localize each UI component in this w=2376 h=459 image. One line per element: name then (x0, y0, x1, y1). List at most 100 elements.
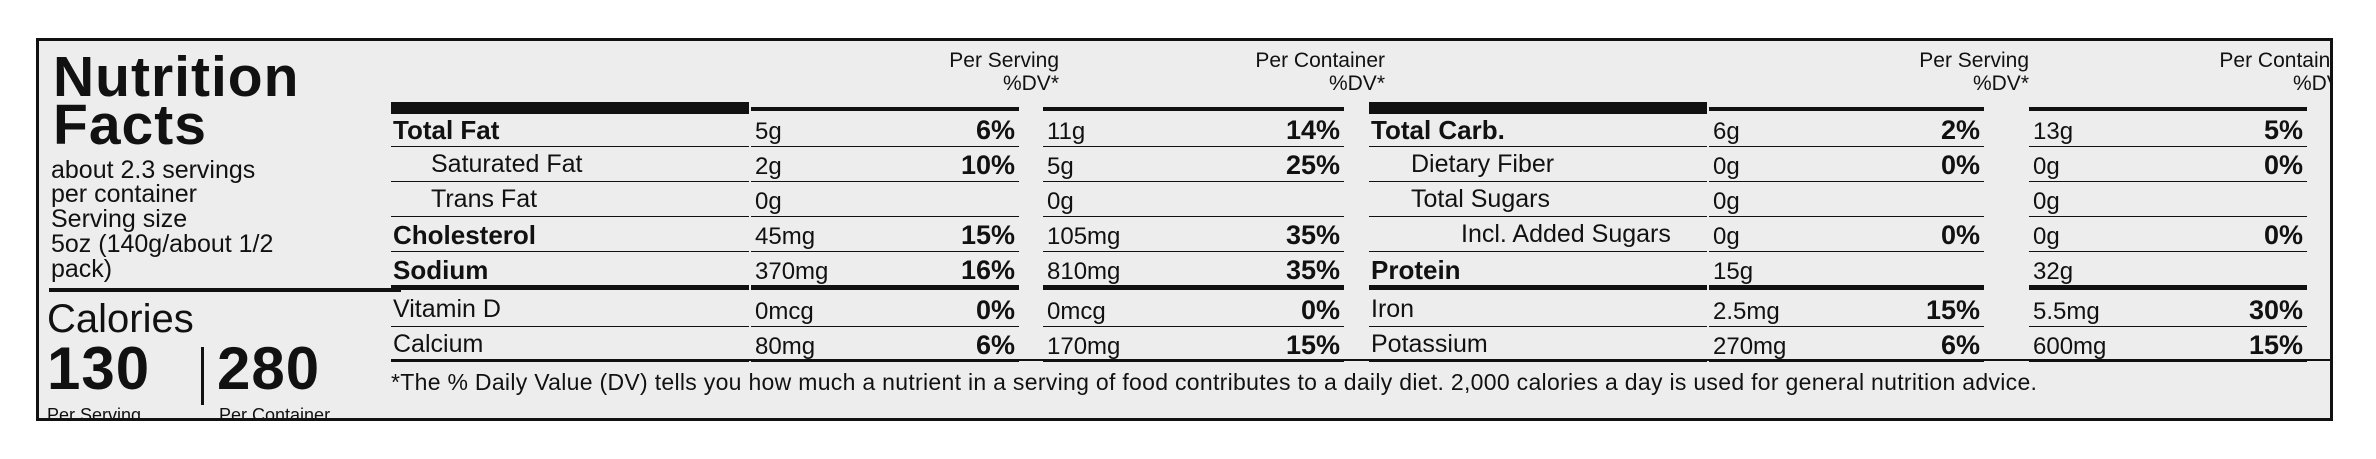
right-col1-top-rule (2029, 107, 2307, 111)
right-per-serving-dv: 15% (1925, 295, 1980, 325)
left-per-container-amount: 0g (1047, 188, 1074, 215)
right-per-container-amount: 32g (2033, 258, 2074, 285)
right-nutrient-name: Dietary Fiber (1411, 150, 1555, 178)
serving-size-value-line1: 5oz (140g/about 1/2 (51, 230, 274, 258)
right-row-rule (2029, 285, 2307, 290)
right-per-serving-amount: 0g (1713, 153, 1740, 180)
left-per-container-amount: 810mg (1047, 258, 1121, 285)
left-row-rule (751, 361, 1019, 362)
right-per-serving-dv: 6% (1940, 330, 1980, 360)
right-per-serving-dv: 2% (1940, 115, 1980, 145)
header-left-container-dv: %DV* (1328, 72, 1385, 95)
header-left-serving-dv: %DV* (1002, 72, 1059, 95)
left-row-rule (391, 181, 749, 182)
right-nutrient-name: Protein (1371, 255, 1461, 285)
left-row-rule (751, 251, 1019, 252)
left-per-serving-dv: 6% (975, 115, 1015, 145)
left-nutrient-name: Total Fat (393, 115, 500, 145)
left-per-container-dv: 35% (1285, 220, 1340, 250)
left-per-container-dv: 15% (1285, 330, 1340, 360)
left-row-rule (1043, 181, 1344, 182)
right-per-container-dv: 15% (2248, 330, 2303, 360)
header-left-per-container: Per Container (1255, 49, 1385, 72)
left-row-rule (1043, 146, 1344, 147)
right-per-container-amount: 5.5mg (2033, 298, 2100, 325)
serving-size-value-line2: pack) (51, 255, 113, 283)
right-per-serving-amount: 270mg (1713, 333, 1787, 360)
left-row-rule (391, 285, 749, 290)
left-nutrient-name: Sodium (393, 255, 489, 285)
left-per-container-dv: 35% (1285, 255, 1340, 285)
calories-per-container: 280 (217, 335, 321, 402)
right-row-rule (1709, 361, 1984, 362)
left-nutrient-name: Vitamin D (393, 295, 501, 323)
right-per-container-amount: 600mg (2033, 333, 2107, 360)
left-col1-top-rule (1043, 107, 1344, 111)
left-row-rule (1043, 361, 1344, 362)
right-row-rule (1709, 181, 1984, 182)
left-row-rule (391, 361, 749, 362)
right-per-container-dv: 30% (2248, 295, 2303, 325)
right-name-top-rule (1369, 102, 1707, 114)
left-per-serving-amount: 0mcg (755, 298, 814, 325)
left-row-rule (391, 216, 749, 217)
left-nutrient-name: Saturated Fat (431, 150, 583, 178)
right-row-rule (2029, 181, 2307, 182)
right-row-rule (2029, 361, 2307, 362)
left-row-rule (1043, 216, 1344, 217)
header-left-per-serving: Per Serving (949, 49, 1059, 72)
servings-per-container-line1: about 2.3 servings (51, 156, 256, 184)
left-nutrient-name: Calcium (393, 330, 484, 358)
header-right-per-serving: Per Serving (1919, 49, 2029, 72)
right-row-rule (1369, 251, 1707, 252)
left-per-serving-dv: 15% (960, 220, 1015, 250)
calories-per-container-caption: Per Container (219, 405, 331, 421)
right-per-container-dv: 5% (2263, 115, 2303, 145)
right-per-container-amount: 0g (2033, 188, 2060, 215)
right-per-container-amount: 0g (2033, 223, 2060, 250)
right-per-container-dv: 0% (2263, 150, 2303, 180)
right-per-serving-amount: 6g (1713, 118, 1740, 145)
right-col0-top-rule (1709, 107, 1984, 111)
left-per-container-amount: 11g (1047, 118, 1086, 145)
right-nutrient-name: Total Carb. (1371, 115, 1505, 145)
left-per-serving-amount: 45mg (755, 223, 816, 250)
left-per-serving-dv: 0% (975, 295, 1015, 325)
right-row-rule (1369, 361, 1707, 362)
left-row-rule (391, 326, 749, 327)
right-row-rule (1369, 285, 1707, 290)
left-per-container-amount: 0mcg (1047, 298, 1106, 325)
calories-label: Calories (47, 297, 194, 341)
right-row-rule (2029, 146, 2307, 147)
right-per-container-amount: 0g (2033, 153, 2060, 180)
left-row-rule (751, 285, 1019, 290)
serving-size-label: Serving size (51, 205, 188, 233)
right-row-rule (1709, 285, 1984, 290)
right-nutrient-name: Iron (1371, 295, 1415, 323)
right-row-rule (1709, 326, 1984, 327)
left-per-serving-dv: 10% (960, 150, 1015, 180)
left-name-top-rule (391, 102, 749, 114)
left-per-container-amount: 170mg (1047, 333, 1121, 360)
calories-divider (49, 288, 401, 292)
left-nutrient-name: Cholesterol (393, 220, 537, 250)
right-per-serving-amount: 0g (1713, 223, 1740, 250)
right-per-serving-amount: 0g (1713, 188, 1740, 215)
calories-per-serving: 130 (47, 335, 151, 402)
left-per-container-amount: 105mg (1047, 223, 1121, 250)
left-col0-top-rule (751, 107, 1019, 111)
right-per-serving-amount: 2.5mg (1713, 298, 1780, 325)
title-nutrition: Nutrition (53, 45, 300, 109)
left-per-container-dv: 0% (1300, 295, 1340, 325)
left-per-container-dv: 25% (1285, 150, 1340, 180)
right-row-rule (1709, 216, 1984, 217)
header-right-container-dv: %DV* (2292, 72, 2330, 95)
calories-per-serving-caption: Per Serving (47, 405, 142, 421)
right-nutrient-name: Incl. Added Sugars (1461, 220, 1671, 248)
calories-separator (201, 347, 204, 405)
footnote: *The % Daily Value (DV) tells you how mu… (391, 369, 2038, 395)
right-per-serving-dv: 0% (1940, 220, 1980, 250)
title-facts: Facts (53, 93, 207, 157)
right-row-rule (2029, 216, 2307, 217)
right-row-rule (1369, 146, 1707, 147)
